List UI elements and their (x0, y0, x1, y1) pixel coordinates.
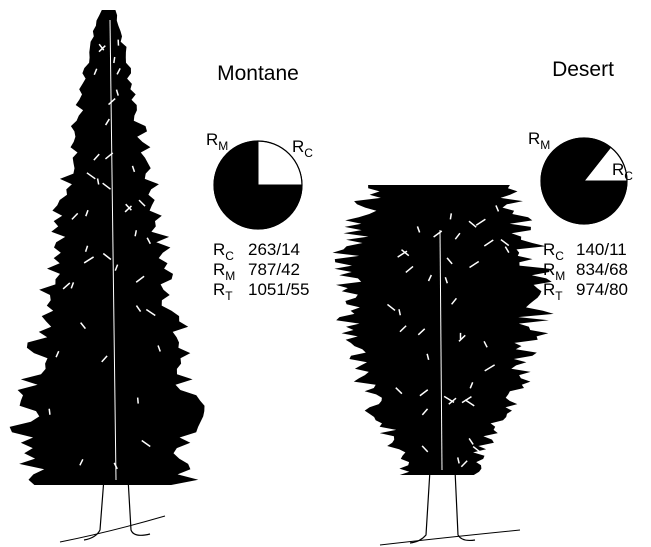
desert-trunk (410, 470, 475, 543)
foliage-gap (450, 213, 451, 219)
subscript: T (225, 289, 233, 303)
row-value: 263/14 (248, 240, 300, 259)
row-value: 1051/55 (248, 280, 309, 299)
symbol: R (612, 160, 624, 179)
subscript: C (555, 249, 564, 263)
subscript: M (218, 139, 228, 153)
subscript: T (555, 289, 563, 303)
symbol: R (543, 280, 555, 299)
symbol: R (213, 260, 225, 279)
symbol: R (292, 137, 304, 156)
montane-trunk (84, 478, 150, 540)
montane-foliage (10, 10, 205, 485)
row-value: 834/68 (576, 260, 628, 279)
slice-label: RM (528, 129, 550, 152)
row-value: 974/80 (576, 280, 628, 299)
symbol: R (213, 240, 225, 259)
subscript: C (304, 146, 313, 160)
row-label: RT (543, 280, 563, 303)
montane-ground (60, 516, 165, 542)
symbol: R (528, 129, 540, 148)
slice-label: RM (206, 130, 228, 153)
symbol: R (543, 240, 555, 259)
slice-label: RC (292, 137, 313, 160)
chart-title: Desert (552, 58, 614, 81)
desert-foliage (333, 185, 554, 475)
subscript: C (624, 169, 633, 183)
foliage-gap (138, 398, 139, 404)
symbol: R (543, 260, 555, 279)
row-value: 140/11 (576, 240, 627, 259)
row-label: RT (213, 280, 233, 303)
subscript: M (540, 138, 550, 152)
row-value: 787/42 (248, 260, 300, 279)
subscript: C (225, 249, 234, 263)
desert-ground (380, 530, 520, 545)
symbol: R (206, 130, 218, 149)
chart-title: Montane (217, 62, 299, 85)
foliage-gap (49, 409, 50, 415)
subscript: M (555, 269, 565, 283)
foliage-gap (114, 57, 115, 63)
subscript: M (225, 269, 235, 283)
symbol: R (213, 280, 225, 299)
figure: MontaneRCRMRC263/14RM787/42RT1051/55Dese… (0, 0, 651, 547)
